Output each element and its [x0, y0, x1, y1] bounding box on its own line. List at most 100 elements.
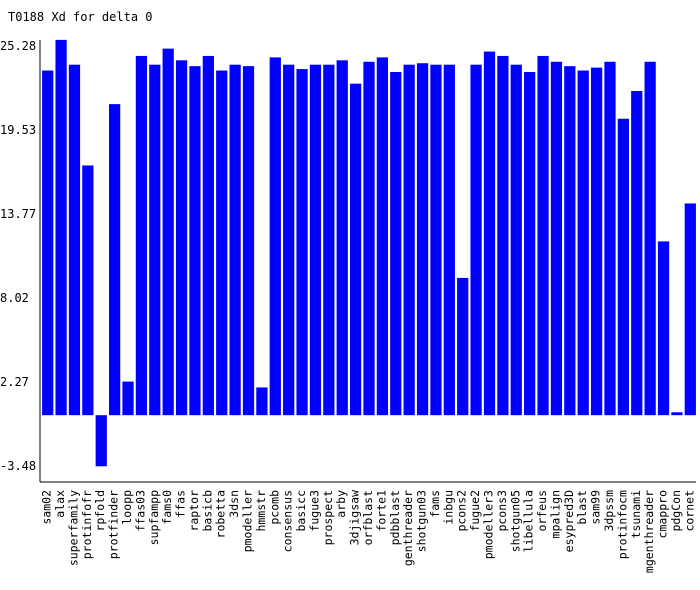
bar: [631, 90, 643, 416]
axes: [39, 40, 696, 483]
x-tick-label: libellula: [522, 490, 536, 552]
bar: [671, 412, 683, 416]
bar: [684, 203, 696, 416]
x-tick-label: fams: [428, 490, 442, 518]
x-tick-label: hmmstr: [254, 490, 268, 532]
bar: [390, 71, 402, 416]
bar: [149, 64, 161, 416]
y-tick-labels: 25.28 19.53 13.77 8.02 2.27 -3.48: [0, 39, 36, 473]
bar: [537, 55, 549, 416]
bar: [242, 66, 255, 416]
x-tick-label: pdgCon: [669, 490, 683, 532]
bar: [657, 241, 670, 416]
bar: [430, 64, 442, 416]
bar: [457, 277, 469, 416]
x-tick-label: genthreader: [401, 490, 415, 566]
x-tick-label: consensus: [281, 490, 295, 552]
bar: [269, 57, 281, 416]
y-tick-label: 13.77: [0, 207, 36, 221]
x-tick-labels: sam02 alax superfamily protinfofr rpfold prot…: [40, 490, 697, 573]
x-tick-label: protinfofr: [80, 490, 94, 559]
bar: [416, 63, 429, 416]
y-tick-label: 8.02: [0, 291, 29, 305]
x-tick-label: pmodeller: [241, 490, 255, 552]
y-tick-label: 2.27: [0, 375, 29, 389]
bar: [175, 60, 188, 416]
x-tick-label: 3dsn: [227, 490, 241, 518]
x-tick-label: esypred3D: [562, 490, 576, 552]
bar: [510, 64, 522, 416]
x-tick-label: pcons2: [455, 490, 469, 532]
x-tick-label: shotgun05: [508, 490, 522, 552]
x-tick-label: ffas: [174, 490, 188, 518]
x-tick-label: alax: [53, 490, 67, 518]
bar: [216, 70, 228, 416]
bar: [256, 387, 268, 416]
bar: [189, 66, 201, 416]
bar: [524, 71, 536, 416]
bar: [283, 64, 295, 416]
x-tick-label: pdbblast: [388, 490, 402, 545]
x-tick-label: inbgu: [441, 490, 455, 525]
x-tick-label: orfeus: [535, 490, 549, 532]
bar: [470, 64, 482, 416]
bar: [109, 104, 121, 416]
x-tick-label: superfamily: [66, 490, 80, 566]
x-tick-label: pmodeller3: [481, 490, 495, 559]
bar: [229, 64, 241, 416]
bar: [644, 61, 656, 416]
bar: [497, 55, 509, 416]
y-tick-label: 25.28: [0, 39, 36, 53]
x-tick-label: sam99: [589, 490, 603, 525]
bar: [162, 48, 174, 416]
x-tick-label: loopp: [120, 490, 134, 525]
bar: [577, 70, 589, 416]
x-tick-label: arby: [334, 490, 348, 518]
bar: [55, 39, 67, 416]
x-tick-label: ffas03: [133, 490, 147, 532]
bar: [336, 60, 348, 416]
x-tick-label: mpalign: [548, 490, 562, 538]
bar: [296, 69, 308, 416]
bar: [202, 55, 214, 416]
x-tick-label: basicb: [200, 490, 214, 532]
bar: [443, 64, 455, 416]
x-tick-label: forte1: [374, 490, 388, 532]
bar: [349, 83, 362, 416]
bar: [617, 118, 629, 416]
x-tick-label: supfampp: [147, 490, 161, 545]
x-tick-label: mgenthreader: [642, 490, 656, 573]
bar: [590, 67, 603, 416]
bar: [42, 70, 54, 416]
bar: [376, 57, 389, 416]
x-tick-label: tsunami: [629, 490, 643, 539]
x-tick-label: robetta: [214, 490, 228, 538]
bar: [323, 64, 335, 416]
x-tick-label: pcomb: [267, 490, 281, 525]
bar: [82, 165, 94, 416]
x-tick-label: shotgun03: [415, 490, 429, 552]
bar: [564, 66, 576, 416]
bar: [135, 55, 148, 416]
bar: [363, 61, 375, 416]
bar: [122, 381, 134, 416]
x-tick-label: prospect: [321, 490, 335, 545]
x-tick-label: cornet: [682, 490, 696, 532]
x-tick-label: fugue3: [307, 490, 321, 532]
x-tick-label: protinfocm: [615, 490, 629, 559]
x-tick-label: blast: [575, 490, 589, 525]
x-tick-label: basicc: [294, 490, 308, 532]
x-tick-label: protfinder: [107, 490, 121, 559]
x-tick-label: orfblast: [361, 490, 375, 545]
x-tick-label: fams0: [160, 490, 174, 525]
y-tick-label: 19.53: [0, 123, 36, 137]
x-tick-label: fugue2: [468, 490, 482, 532]
bar: [68, 64, 81, 416]
x-tick-label: 3dpssm: [602, 490, 616, 532]
bar: [403, 64, 415, 416]
x-tick-label: 3djigsaw: [348, 490, 362, 545]
bar: [95, 415, 107, 467]
bars: [42, 39, 696, 467]
x-tick-label: rpfold: [93, 490, 107, 532]
